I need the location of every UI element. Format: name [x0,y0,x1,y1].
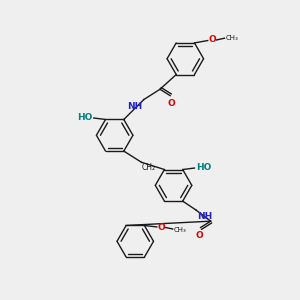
Text: HO: HO [77,113,93,122]
Text: O: O [208,35,216,44]
Text: O: O [168,99,176,108]
Text: CH₂: CH₂ [142,164,156,172]
Text: O: O [158,223,165,232]
Text: NH: NH [128,102,142,111]
Text: O: O [195,231,203,240]
Text: CH₃: CH₃ [174,226,187,232]
Text: HO: HO [196,163,211,172]
Text: CH₃: CH₃ [225,35,238,41]
Text: NH: NH [197,212,212,221]
